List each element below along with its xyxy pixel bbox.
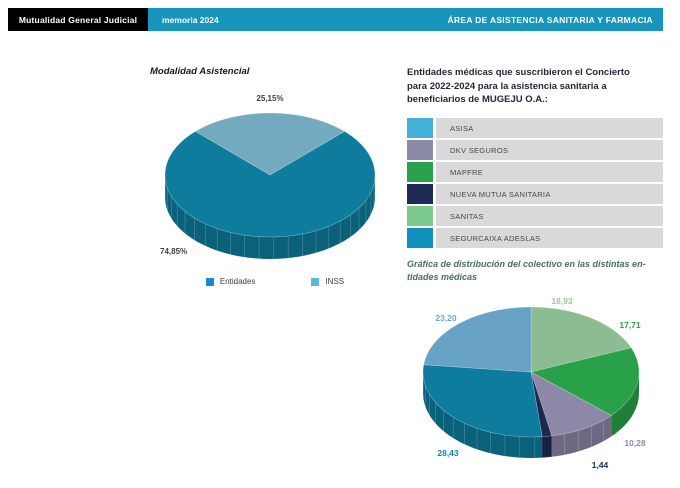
legend-row: NUEVA MUTUA SANITARIA (407, 184, 663, 204)
pie-value-label: 74,85% (160, 247, 187, 256)
modalidad-legend: Entidades INSS (150, 277, 400, 286)
legend-row: ASISA (407, 118, 663, 138)
pie-value-label: 18,93 (551, 296, 573, 306)
entity-color-swatch (407, 184, 433, 204)
memoria-label: memoria 2024 (162, 14, 219, 25)
entity-color-swatch (407, 118, 433, 138)
pie-value-label: 23,20 (435, 313, 457, 323)
modalidad-chart-title: Modalidad Asistencial (150, 66, 250, 77)
legend-row: SANITAS (407, 206, 663, 226)
legend-row: DKV SEGUROS (407, 140, 663, 160)
distribution-pie-chart: 18,93 17,71 10,28 1,44 28,43 23,20 (422, 296, 646, 470)
pie-value-label: 1,44 (592, 460, 609, 470)
entity-name: MAPFRE (436, 162, 663, 182)
pie-value-label: 28,43 (437, 448, 459, 458)
legend-row: SEGURCAIXA ADESLAS (407, 228, 663, 248)
entities-heading: Entidades médicas que suscribieron el Co… (407, 67, 630, 105)
modalidad-pie-chart: 25,15% 74,85% (160, 94, 376, 259)
entity-name: SANITAS (436, 206, 663, 226)
distribution-chart-title: Gráfica de distribución del colectivo en… (407, 259, 646, 282)
entity-color-swatch (407, 228, 433, 248)
section-title: ÁREA DE ASISTENCIA SANITARIA Y FARMACIA (447, 14, 653, 25)
legend-row: MAPFRE (407, 162, 663, 182)
entity-color-swatch (407, 206, 433, 226)
legend-item: Entidades (205, 277, 256, 286)
legend-swatch (205, 277, 214, 286)
pie-value-label: 25,15% (256, 94, 283, 103)
entities-legend: ASISA DKV SEGUROS MAPFRE NUEVA MUTUA SANITA… (407, 118, 663, 250)
header-bar: memoria 2024 ÁREA DE ASISTENCIA SANITARI… (148, 8, 663, 31)
pie-value-label: 17,71 (619, 320, 641, 330)
legend-label: Entidades (219, 277, 256, 286)
brand-title: Mutualidad General Judicial (8, 8, 148, 31)
header: Mutualidad General Judicial memoria 2024… (8, 8, 663, 31)
entity-color-swatch (407, 162, 433, 182)
entity-name: ASISA (436, 118, 663, 138)
legend-label: INSS (325, 277, 345, 286)
entity-name: DKV SEGUROS (436, 140, 663, 160)
pie-value-label: 10,28 (624, 438, 646, 448)
legend-swatch (311, 277, 320, 286)
entity-name: SEGURCAIXA ADESLAS (436, 228, 663, 248)
entity-name: NUEVA MUTUA SANITARIA (436, 184, 663, 204)
entity-color-swatch (407, 140, 433, 160)
legend-item: INSS (311, 277, 344, 286)
